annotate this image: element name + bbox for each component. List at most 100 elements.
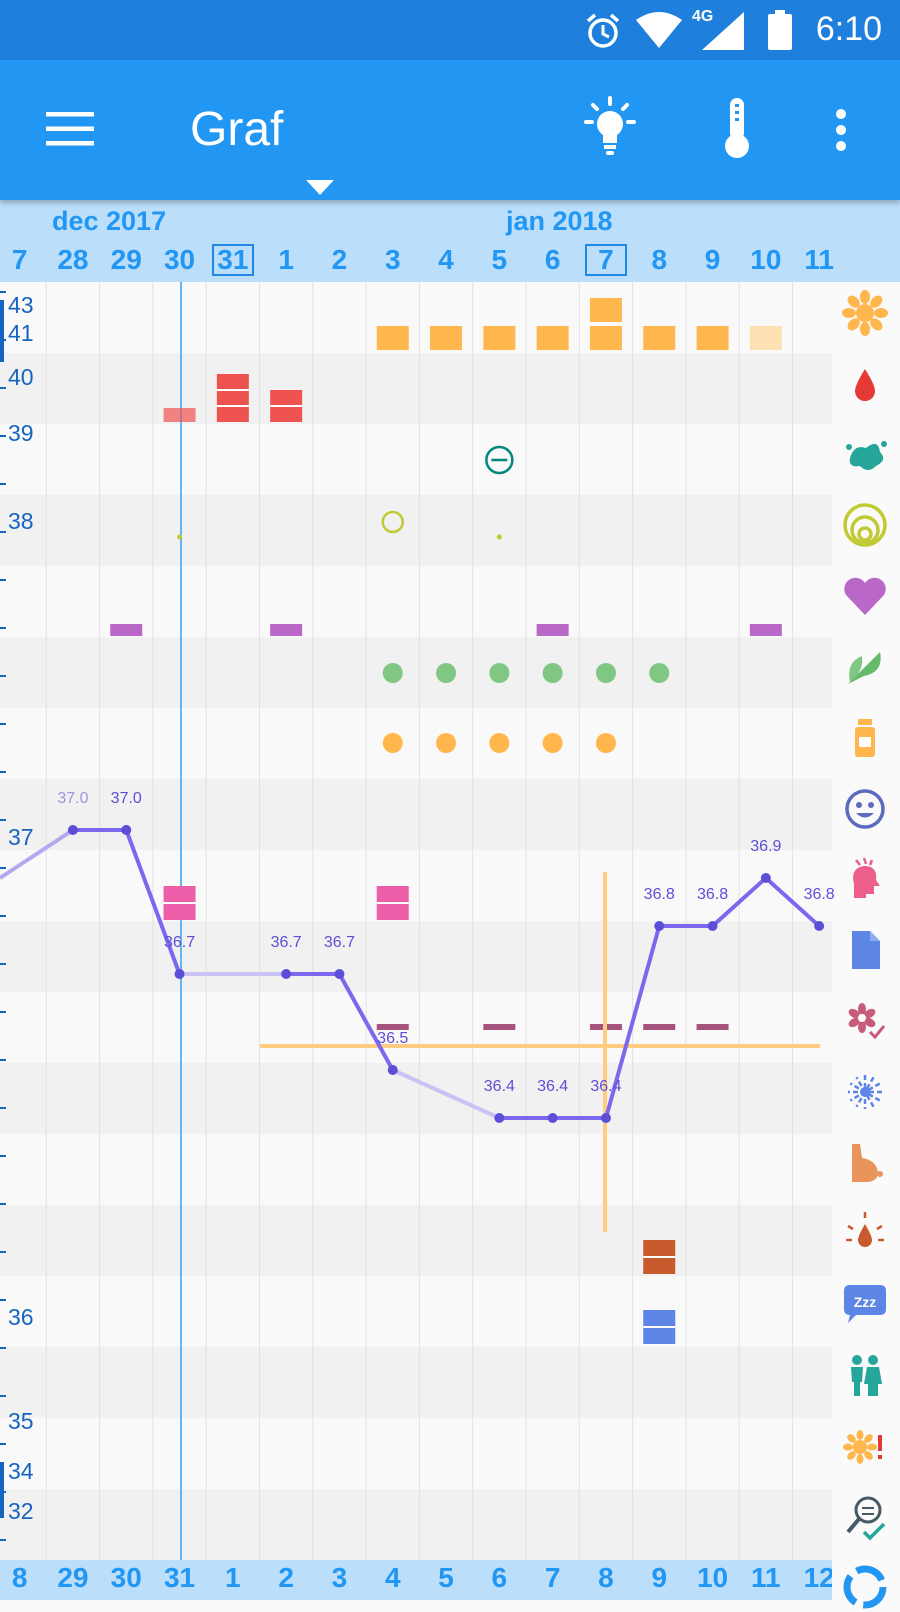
temp-line bbox=[124, 828, 182, 976]
thermometer-icon[interactable] bbox=[718, 98, 754, 160]
temp-point bbox=[121, 825, 132, 835]
note-icon[interactable] bbox=[840, 925, 890, 975]
alarm-icon bbox=[586, 13, 620, 48]
period-marker bbox=[216, 374, 249, 422]
day-label-top[interactable]: 30 bbox=[163, 244, 196, 275]
day-label-top[interactable]: 2 bbox=[331, 244, 348, 275]
y-axis-label: 39 bbox=[8, 420, 34, 446]
month-label-jan: jan 2018 bbox=[506, 206, 613, 236]
y-axis-label: 43 bbox=[8, 292, 34, 318]
temp-value-label: 37.0 bbox=[110, 790, 142, 807]
day-label-top[interactable]: 29 bbox=[110, 244, 142, 275]
supplement-marker bbox=[649, 663, 670, 683]
flower-check-icon[interactable] bbox=[840, 996, 890, 1046]
menu-icon[interactable] bbox=[46, 112, 94, 146]
day-label-bottom[interactable]: 2 bbox=[278, 1562, 294, 1593]
temp-point bbox=[281, 969, 292, 979]
supplement-marker bbox=[542, 663, 563, 683]
signal-icon bbox=[702, 12, 744, 50]
test-check-icon[interactable] bbox=[840, 1492, 890, 1542]
day-label-top[interactable]: 11 bbox=[804, 244, 834, 275]
drop-sparkle-icon[interactable] bbox=[840, 1208, 890, 1258]
sun-icon[interactable] bbox=[840, 288, 890, 338]
fertility-marker bbox=[643, 326, 676, 350]
temp-value-label: 36.7 bbox=[163, 934, 196, 951]
day-label-bottom[interactable]: 11 bbox=[751, 1562, 781, 1593]
day-label-top[interactable]: 3 bbox=[384, 244, 401, 275]
mood-marker bbox=[483, 1024, 516, 1030]
dropdown-arrow-icon[interactable] bbox=[306, 180, 334, 196]
sun-alert-icon[interactable] bbox=[840, 1421, 890, 1471]
y-axis-label: 40 bbox=[8, 364, 34, 390]
temp-value-label: 36.7 bbox=[323, 934, 355, 951]
day-label-top[interactable]: 31 bbox=[211, 244, 254, 276]
temp-line-faded bbox=[0, 828, 75, 880]
cervix-marker bbox=[381, 510, 404, 534]
leaf-icon[interactable] bbox=[840, 642, 890, 692]
temp-line bbox=[710, 876, 768, 928]
splash-icon[interactable] bbox=[840, 430, 890, 480]
temp-value-label: 36.7 bbox=[270, 934, 302, 951]
cycle-ring-icon[interactable] bbox=[840, 1562, 890, 1612]
medication-marker bbox=[595, 733, 616, 753]
day-label-bottom[interactable]: 3 bbox=[331, 1562, 348, 1593]
day-label-bottom[interactable]: 31 bbox=[163, 1562, 196, 1593]
pill-bottle-icon[interactable] bbox=[840, 713, 890, 763]
day-label-top[interactable]: 7 bbox=[584, 244, 627, 276]
axis-scale-marker bbox=[0, 1462, 4, 1518]
sex-marker bbox=[536, 624, 569, 636]
day-label-bottom[interactable]: 9 bbox=[651, 1562, 668, 1593]
day-label-top[interactable]: 5 bbox=[491, 244, 508, 275]
grid-band bbox=[0, 495, 832, 566]
wifi-icon bbox=[636, 12, 682, 48]
day-label-bottom[interactable]: 7 bbox=[544, 1562, 561, 1593]
day-label-top[interactable]: 28 bbox=[57, 244, 89, 275]
y-axis-label: 37 bbox=[8, 824, 34, 850]
fertility-marker bbox=[483, 326, 516, 350]
day-label-bottom[interactable]: 6 bbox=[491, 1562, 508, 1593]
blood-drop-icon[interactable] bbox=[840, 359, 890, 409]
temp-value-label: 36.9 bbox=[750, 838, 782, 855]
supplement-marker bbox=[382, 663, 403, 683]
temp-line bbox=[603, 924, 662, 1120]
day-label-bottom[interactable]: 29 bbox=[57, 1562, 89, 1593]
temp-point bbox=[814, 921, 825, 931]
sleep-icon[interactable]: Zzz bbox=[840, 1279, 890, 1329]
day-label-bottom[interactable]: 5 bbox=[438, 1562, 454, 1593]
heart-icon[interactable] bbox=[840, 571, 890, 621]
medication-marker bbox=[542, 733, 563, 753]
day-label-bottom[interactable]: 10 bbox=[696, 1562, 729, 1593]
day-label-top[interactable]: 9 bbox=[704, 244, 721, 275]
grid-band bbox=[0, 424, 832, 495]
day-label-bottom[interactable]: 30 bbox=[110, 1562, 142, 1593]
symptom-icon-column: Zzz bbox=[832, 282, 900, 1609]
y-axis-label: 34 bbox=[8, 1458, 34, 1484]
fertility-marker bbox=[696, 326, 729, 350]
temp-line bbox=[763, 876, 822, 928]
fertility-marker bbox=[430, 326, 463, 350]
day-label-top[interactable]: 8 bbox=[651, 244, 668, 275]
couple-icon[interactable] bbox=[840, 1350, 890, 1400]
day-label-top[interactable]: 4 bbox=[438, 244, 454, 275]
lightbulb-icon[interactable] bbox=[582, 96, 638, 158]
temp-line-faded bbox=[390, 1068, 502, 1120]
chart-area[interactable] bbox=[0, 282, 832, 1560]
day-label-top[interactable]: 10 bbox=[750, 244, 782, 275]
cervix-rings-icon[interactable] bbox=[840, 500, 890, 550]
temp-point bbox=[654, 921, 665, 931]
day-label-bottom[interactable]: 8 bbox=[598, 1562, 614, 1593]
head-pain-icon[interactable] bbox=[840, 854, 890, 904]
sparkle-icon[interactable] bbox=[840, 1067, 890, 1117]
day-label-bottom[interactable]: 8 bbox=[11, 1562, 28, 1593]
screen-title[interactable]: Graf bbox=[190, 103, 284, 156]
day-label-top[interactable]: 1 bbox=[278, 244, 294, 275]
more-vert-icon[interactable] bbox=[834, 108, 848, 152]
day-label-top[interactable]: 7 bbox=[11, 244, 28, 275]
grid-band bbox=[0, 708, 832, 779]
day-label-bottom[interactable]: 12 bbox=[803, 1562, 835, 1593]
day-label-top[interactable]: 6 bbox=[544, 244, 561, 275]
day-label-bottom[interactable]: 1 bbox=[225, 1562, 241, 1593]
smiley-icon[interactable] bbox=[840, 784, 890, 834]
breast-icon[interactable] bbox=[840, 1138, 890, 1188]
day-label-bottom[interactable]: 4 bbox=[384, 1562, 401, 1593]
